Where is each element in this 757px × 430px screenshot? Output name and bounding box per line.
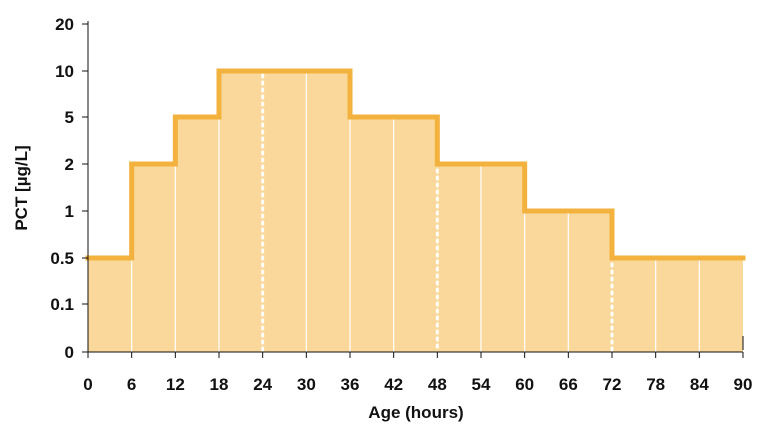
- x-tick-label-5: 30: [297, 375, 316, 394]
- step-area-0: [88, 258, 132, 352]
- x-tick-label-3: 18: [210, 375, 229, 394]
- x-tick-label-0: 0: [83, 375, 92, 394]
- x-tick-label-12: 72: [603, 375, 622, 394]
- y-tick-label-7: 20: [55, 15, 74, 34]
- step-line: [85, 68, 746, 261]
- x-tick-label-13: 78: [646, 375, 665, 394]
- step-area-7: [612, 258, 743, 352]
- x-tick-label-7: 42: [384, 375, 403, 394]
- x-tick-label-10: 60: [515, 375, 534, 394]
- y-tick-label-3: 1: [65, 202, 74, 221]
- step-area-2: [175, 117, 219, 352]
- chart-fill-layer: [88, 71, 743, 352]
- x-tick-label-6: 36: [341, 375, 360, 394]
- step-area-3: [219, 71, 350, 352]
- y-tick-label-2: 0.5: [50, 249, 74, 268]
- chart-axes-layer: [87, 21, 744, 353]
- y-tick-label-4: 2: [65, 155, 74, 174]
- x-tick-label-11: 66: [559, 375, 578, 394]
- x-tick-label-9: 54: [472, 375, 491, 394]
- y-axis-title: PCT [µg/L]: [12, 145, 31, 230]
- y-tick-label-1: 0.1: [50, 295, 74, 314]
- x-axis-title: Age (hours): [368, 403, 463, 422]
- x-tick-label-2: 12: [166, 375, 185, 394]
- y-tick-label-5: 5: [65, 108, 74, 127]
- chart-line-layer: [85, 68, 746, 261]
- x-tick-label-15: 90: [734, 375, 753, 394]
- step-area-1: [131, 164, 176, 352]
- y-tick-label-0: 0: [65, 343, 74, 362]
- x-tick-label-14: 84: [690, 375, 709, 394]
- x-tick-label-4: 24: [253, 375, 272, 394]
- chart-grid-layer: [131, 73, 700, 352]
- y-tick-label-6: 10: [55, 62, 74, 81]
- chart-ticks-layer: 0 6 12 18 24 30 36 42 48 54 60 66 72 78 84 9000.10.5125…: [50, 15, 752, 394]
- x-tick-label-8: 48: [428, 375, 447, 394]
- x-tick-label-1: 6: [127, 375, 136, 394]
